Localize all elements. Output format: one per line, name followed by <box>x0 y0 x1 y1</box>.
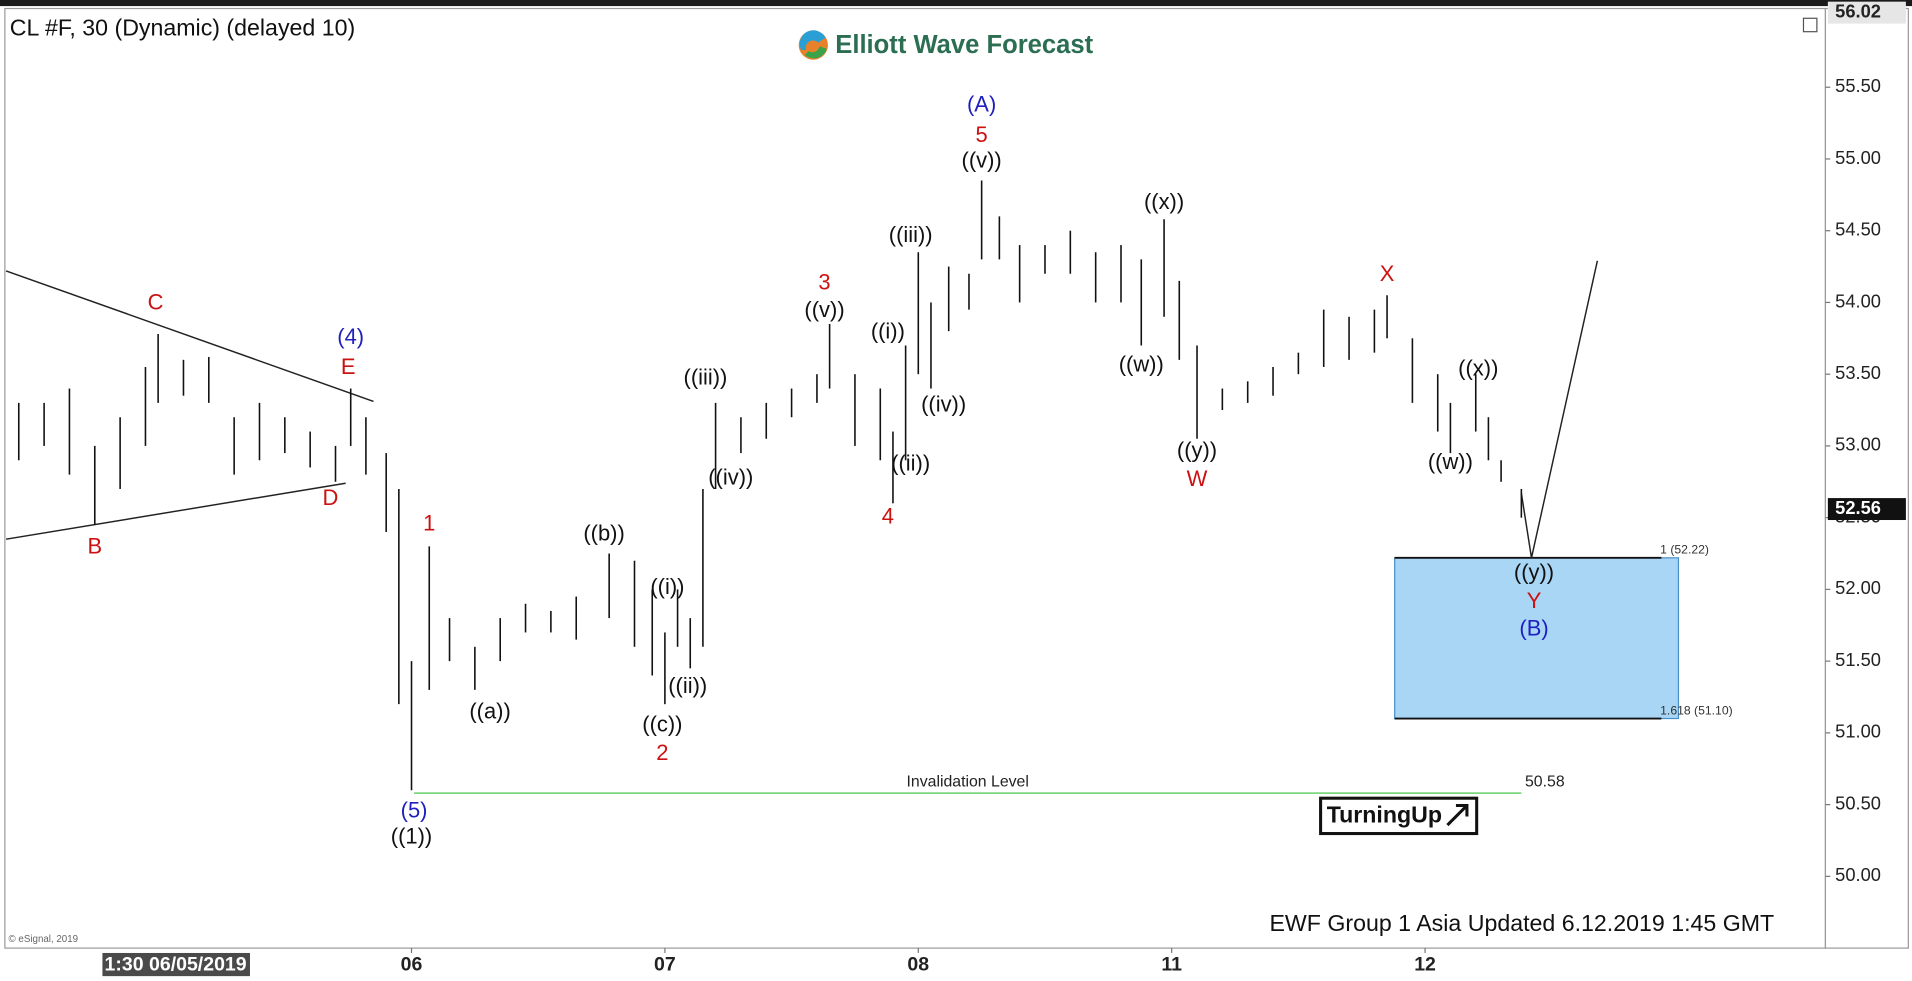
wave-label: E <box>341 354 356 379</box>
wave-label: ((v)) <box>962 148 1002 173</box>
target-top-label: 1 (52.22) <box>1660 543 1709 557</box>
wave-label: ((iv)) <box>708 465 753 490</box>
y-tick-label: 50.50 <box>1835 792 1881 813</box>
logo: Elliott Wave Forecast <box>798 30 1094 60</box>
wave-label: ((iii)) <box>889 222 933 247</box>
wave-label: ((w)) <box>1119 351 1164 376</box>
copyright: © eSignal, 2019 <box>9 934 79 945</box>
y-tick-label: 51.50 <box>1835 649 1881 670</box>
wave-label: (A) <box>967 92 996 117</box>
wave-label: ((ii)) <box>668 673 707 698</box>
wave-label: ((iii)) <box>684 364 728 389</box>
wave-label: (4) <box>337 324 364 349</box>
wave-label: ((y)) <box>1177 437 1217 462</box>
x-tick-label: 08 <box>907 953 929 975</box>
y-tick-label: 51.00 <box>1835 721 1881 742</box>
wave-label: ((v)) <box>804 297 844 322</box>
y-tick-label: 54.50 <box>1835 219 1881 240</box>
wave-label: X <box>1380 261 1395 286</box>
trendline <box>5 270 374 403</box>
trendline <box>1520 260 1599 558</box>
wave-label: ((ii)) <box>891 450 930 475</box>
wave-label: 1 <box>423 511 435 536</box>
badge: TurningUp <box>1319 796 1479 836</box>
wave-label: ((1)) <box>391 823 432 848</box>
wave-label: ((c)) <box>642 712 682 737</box>
x-tick-label: 12 <box>1414 953 1436 975</box>
last-price-label: 52.56 <box>1835 497 1881 518</box>
chart-title: CL #F, 30 (Dynamic) (delayed 10) <box>10 14 355 40</box>
invalidation-value: 50.58 <box>1525 773 1565 790</box>
wave-label: ((i)) <box>871 318 905 343</box>
y-tick-label: 55.50 <box>1835 75 1881 96</box>
y-tick-label: 52.00 <box>1835 577 1881 598</box>
y-tick-label: 54.00 <box>1835 290 1881 311</box>
wave-label: ((i)) <box>650 574 684 599</box>
logo-icon <box>799 30 826 50</box>
x-tick-label: 11 <box>1161 953 1182 975</box>
wave-label: 3 <box>818 270 830 295</box>
wave-label: (B) <box>1519 615 1548 640</box>
wave-label: ((x)) <box>1458 356 1498 381</box>
y-tick-label: 50.00 <box>1835 864 1881 885</box>
wave-label: 2 <box>656 740 668 765</box>
wave-label: ((x)) <box>1144 189 1184 214</box>
wave-label: ((y)) <box>1514 559 1554 584</box>
x-tick-label: 07 <box>654 953 676 975</box>
last-price-box <box>1827 498 1906 521</box>
y-tick-label: 53.50 <box>1835 362 1881 383</box>
window-icon <box>1802 17 1818 33</box>
footer-note: EWF Group 1 Asia Updated 6.12.2019 1:45 … <box>1269 910 1774 936</box>
cursor-label-box <box>102 952 250 977</box>
badge-frame <box>1319 796 1479 836</box>
trendline <box>5 482 346 540</box>
wave-label: ((b)) <box>583 521 624 546</box>
wave-label: ((iv)) <box>921 392 966 417</box>
top-band <box>0 0 1912 7</box>
wave-label: 4 <box>882 503 894 528</box>
wave-label: ((w)) <box>1428 449 1473 474</box>
badge-arrow <box>1446 803 1469 827</box>
y-tick-label: 55.00 <box>1835 147 1881 168</box>
logo-text: Elliott Wave Forecast <box>835 31 1093 59</box>
invalidation-label: Invalidation Level <box>907 773 1029 790</box>
wave-label: ((a)) <box>469 699 510 724</box>
high-marker-box <box>1827 1 1906 24</box>
y-tick-label: 53.00 <box>1835 434 1881 455</box>
wave-label: W <box>1187 466 1208 491</box>
wave-label: Y <box>1527 588 1542 613</box>
cursor-label: 1:30 06/05/2019 <box>105 953 247 975</box>
wave-label: B <box>87 534 102 559</box>
logo-icon <box>804 46 827 59</box>
high-marker-label: 56.02 <box>1835 0 1881 21</box>
plot-layer: 1 (52.22) 1.618 (51.10) Invalidation Level… <box>5 0 1906 975</box>
wave-label: 5 <box>976 122 988 147</box>
badge-text: TurningUp <box>1327 802 1442 828</box>
wave-label: (5) <box>401 798 428 823</box>
wave-label: D <box>323 485 339 510</box>
target-bottom-label: 1.618 (51.10) <box>1660 703 1733 717</box>
target-box <box>1394 557 1680 720</box>
wave-label: C <box>148 290 164 315</box>
x-tick-label: 06 <box>401 953 423 975</box>
